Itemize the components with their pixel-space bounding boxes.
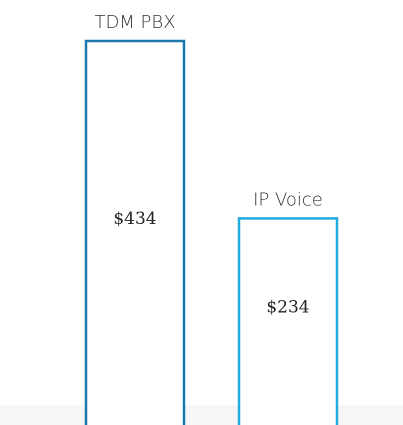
category-label: IP Voice <box>253 189 323 210</box>
value-label: $434 <box>113 209 156 229</box>
bar <box>84 39 186 425</box>
category-label: TDM PBX <box>94 12 175 33</box>
bar <box>237 217 339 425</box>
floor-band <box>0 405 403 425</box>
value-label: $234 <box>266 298 309 318</box>
